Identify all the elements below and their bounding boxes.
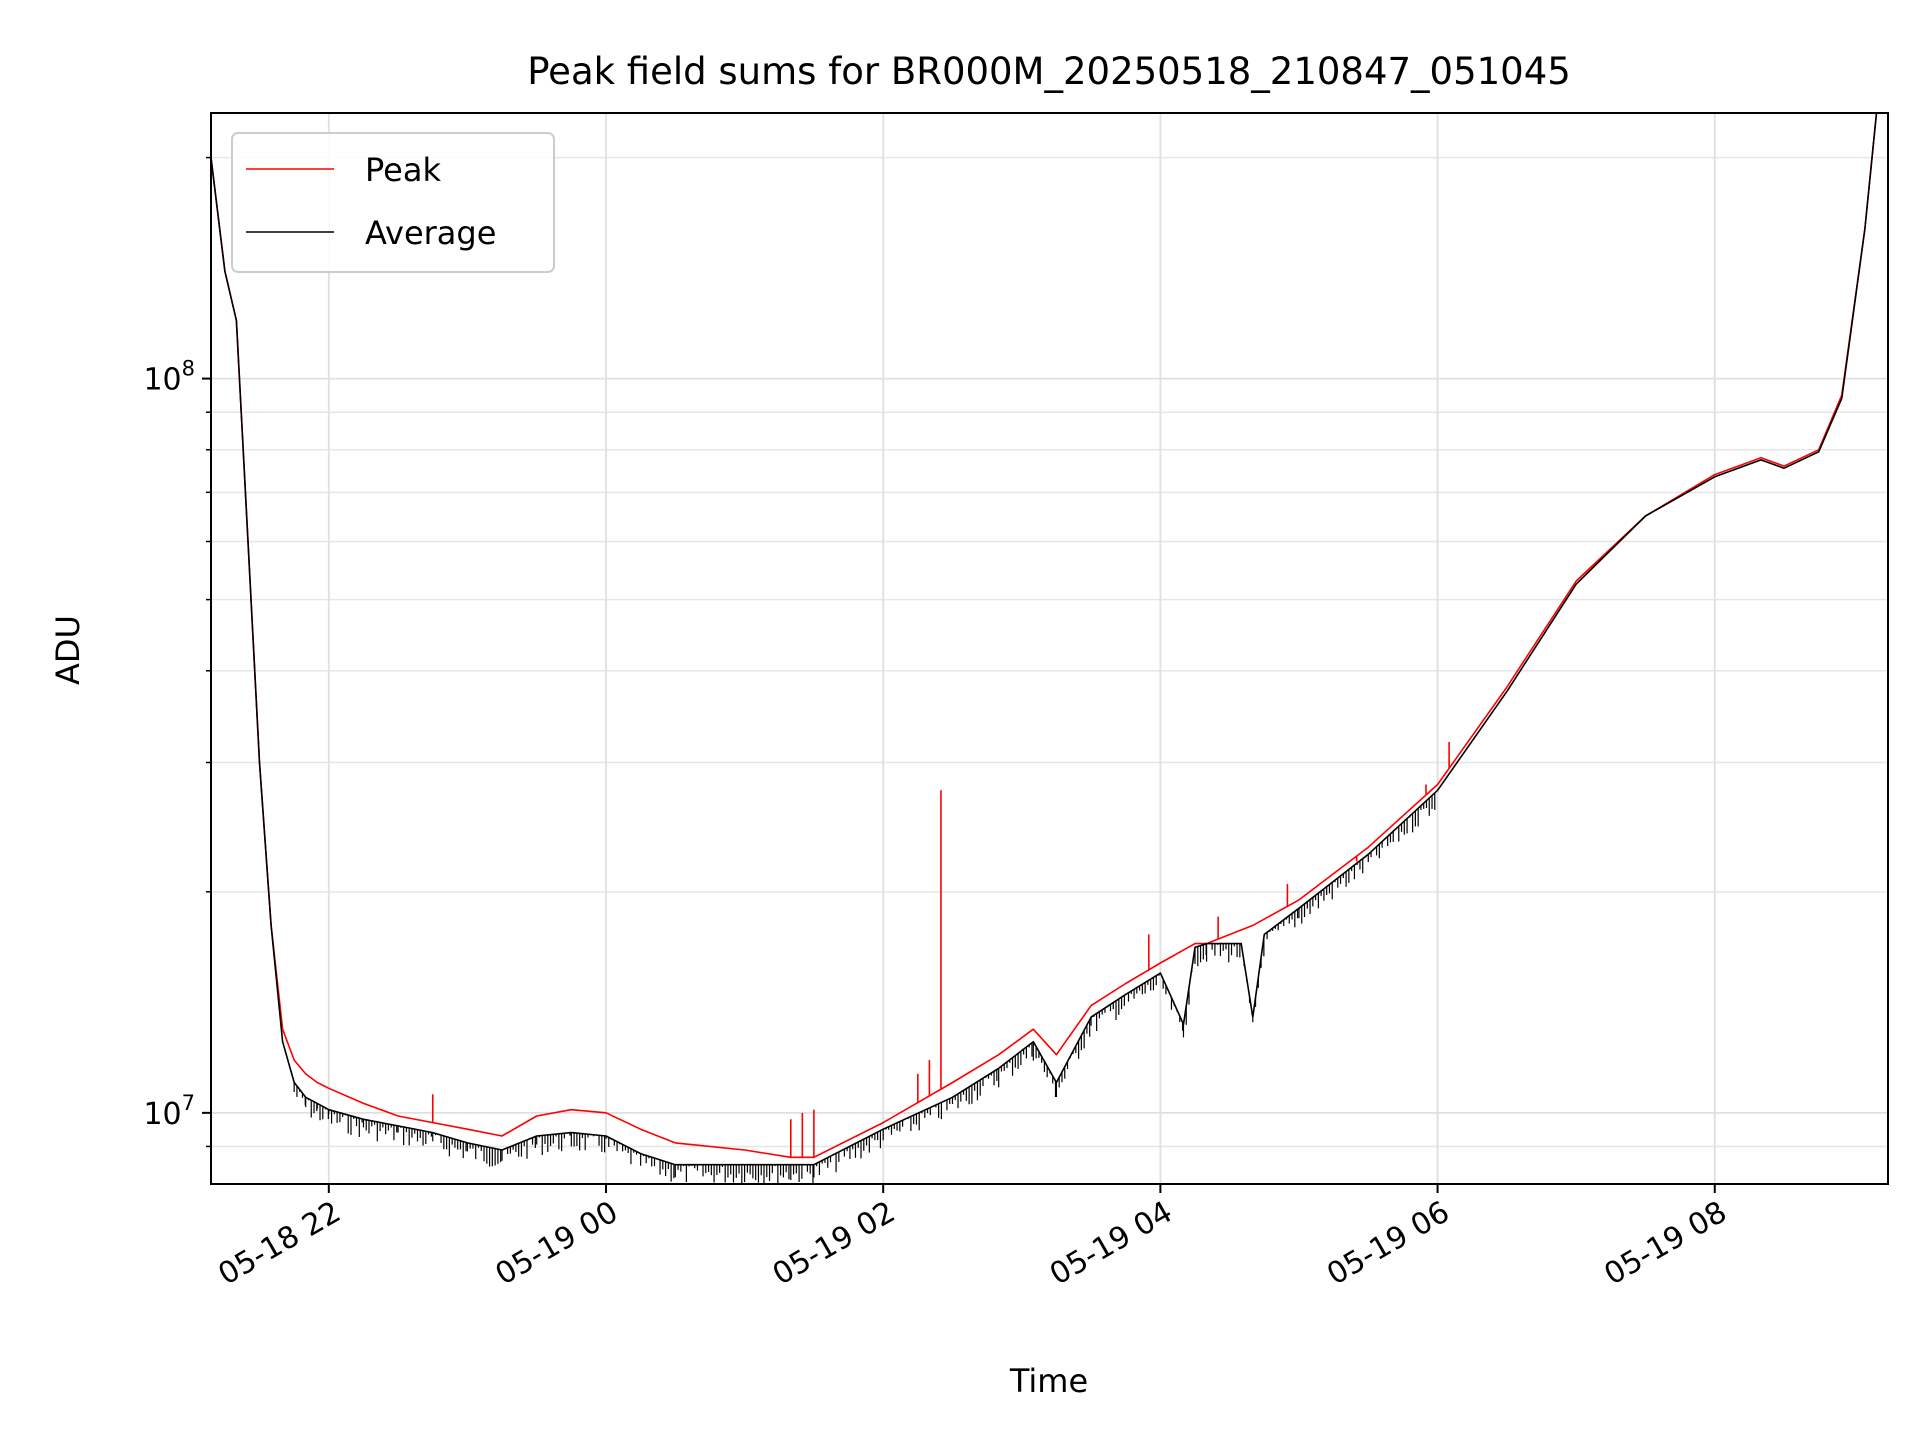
y-axis-label: ADU: [49, 615, 87, 685]
legend-label-average: Average: [365, 214, 496, 252]
y-tick-label: 108: [143, 357, 195, 398]
legend: Peak Average: [231, 132, 555, 273]
grid-lines: [211, 113, 1888, 1184]
legend-box: [231, 132, 555, 273]
x-axis-label: Time: [1009, 1362, 1088, 1400]
series-peak-line: [211, 113, 1878, 1159]
chart-title: Peak field sums for BR000M_20250518_2108…: [527, 50, 1571, 93]
series-average-line: [211, 113, 1878, 1166]
plot-frame: [210, 112, 1889, 1185]
y-tick-label: 107: [143, 1091, 195, 1132]
legend-label-peak: Peak: [365, 151, 441, 189]
series-layer: [211, 113, 1878, 1184]
